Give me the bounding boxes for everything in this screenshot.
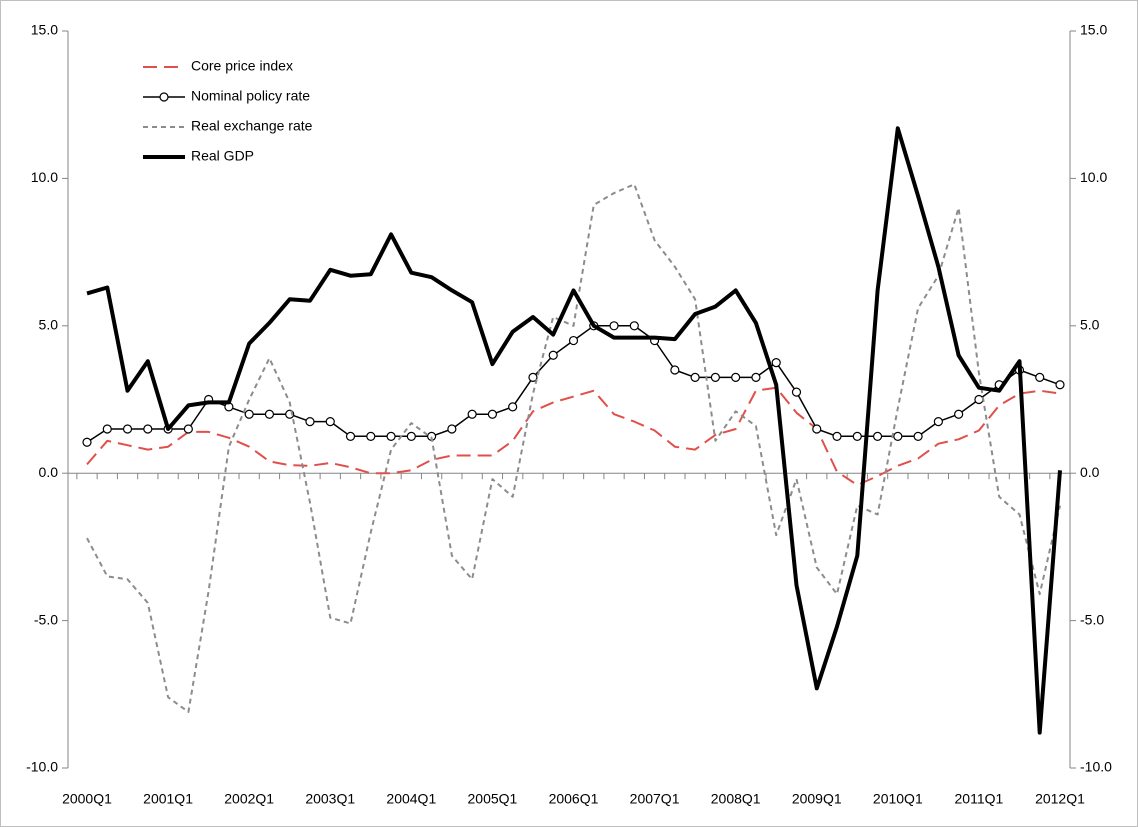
x-tick-label: 2007Q1 <box>630 791 680 807</box>
y-tick-label: -5.0 <box>34 611 58 627</box>
x-tick-label: 2003Q1 <box>305 791 355 807</box>
x-tick-label: 2012Q1 <box>1035 791 1085 807</box>
point-marker <box>791 387 802 397</box>
y2-tick-label: 15.0 <box>1080 22 1107 38</box>
x-tick-label: 2001Q1 <box>143 791 193 807</box>
y-tick-label: 10.0 <box>31 169 58 185</box>
y-tick-label: -10.0 <box>26 759 58 775</box>
y-tick-label: 0.0 <box>39 464 59 480</box>
series-line <box>86 386 1061 486</box>
point-marker <box>710 372 720 382</box>
point-marker <box>913 431 923 441</box>
x-tick-label: 2006Q1 <box>549 791 599 807</box>
point-marker <box>102 424 112 434</box>
point-marker <box>305 417 315 427</box>
y-tick-label: 15.0 <box>31 22 58 38</box>
point-marker <box>954 409 964 419</box>
point-marker <box>406 431 416 441</box>
point-marker <box>447 424 457 434</box>
legend-marker <box>159 92 169 102</box>
point-marker <box>771 358 781 368</box>
point-marker <box>264 409 275 419</box>
x-tick-label: 2002Q1 <box>224 791 274 807</box>
point-marker <box>609 321 619 331</box>
point-marker <box>872 431 883 441</box>
legend-label: Nominal policy rate <box>191 88 310 104</box>
x-tick-label: 2004Q1 <box>386 791 436 807</box>
point-marker <box>1055 380 1065 390</box>
point-marker <box>1035 372 1045 382</box>
point-marker <box>852 431 862 441</box>
point-marker <box>548 350 558 360</box>
point-marker <box>325 417 335 427</box>
series-line <box>86 183 1061 713</box>
y2-tick-label: -5.0 <box>1080 611 1104 627</box>
legend-label: Core price index <box>191 58 293 74</box>
x-tick-label: 2011Q1 <box>955 791 1004 807</box>
x-tick-label: 2010Q1 <box>873 791 923 807</box>
point-marker <box>508 402 518 412</box>
point-marker <box>82 437 92 447</box>
y2-tick-label: 5.0 <box>1080 317 1100 333</box>
point-marker <box>629 321 639 331</box>
legend-label: Real exchange rate <box>191 118 313 134</box>
point-marker <box>143 424 153 434</box>
y2-tick-label: 10.0 <box>1080 169 1107 185</box>
point-marker <box>122 424 133 434</box>
point-marker <box>751 372 761 382</box>
point-marker <box>467 409 477 419</box>
y2-tick-label: 0.0 <box>1080 464 1100 480</box>
point-marker <box>974 394 984 405</box>
point-marker <box>933 417 943 427</box>
point-marker <box>812 424 822 434</box>
legend-label: Real GDP <box>191 148 254 164</box>
x-tick-label: 2005Q1 <box>468 791 518 807</box>
point-marker <box>832 431 842 441</box>
point-marker <box>568 335 579 346</box>
point-marker <box>183 424 193 434</box>
x-tick-label: 2000Q1 <box>62 791 112 807</box>
series-line <box>86 126 1062 735</box>
point-marker <box>244 409 254 419</box>
y-tick-label: 5.0 <box>39 317 59 333</box>
point-marker <box>731 372 741 382</box>
point-marker <box>690 372 700 382</box>
point-marker <box>487 409 498 419</box>
point-marker <box>670 365 680 375</box>
point-marker <box>345 431 356 441</box>
x-tick-label: 2009Q1 <box>792 791 842 807</box>
point-marker <box>386 431 396 441</box>
point-marker <box>528 372 538 382</box>
y2-tick-label: -10.0 <box>1080 759 1112 775</box>
point-marker <box>366 431 376 441</box>
x-tick-label: 2008Q1 <box>711 791 761 807</box>
point-marker <box>893 431 903 441</box>
